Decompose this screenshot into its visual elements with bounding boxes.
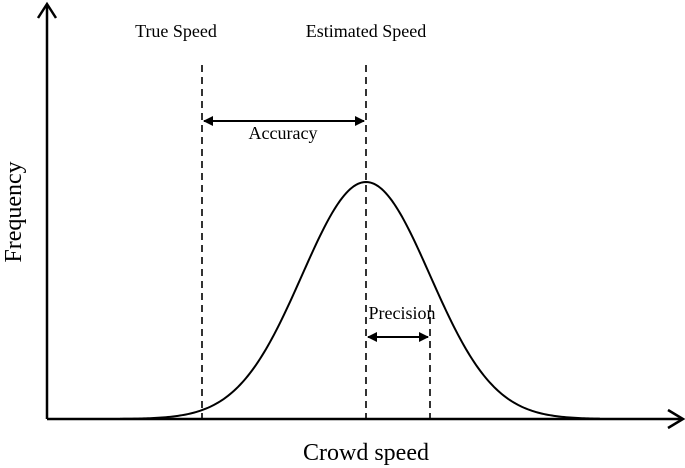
accuracy-label: Accuracy	[249, 123, 318, 143]
distribution-curve	[119, 180, 601, 420]
y-axis-label: Frequency	[1, 161, 27, 262]
true-speed-label: True Speed	[135, 21, 217, 41]
precision-label: Precision	[369, 303, 436, 323]
x-axis-label: Crowd speed	[303, 440, 429, 466]
y-axis-arrow	[36, 1, 58, 19]
x-axis-arrow	[667, 408, 685, 430]
estimated-speed-label: Estimated Speed	[306, 21, 426, 41]
